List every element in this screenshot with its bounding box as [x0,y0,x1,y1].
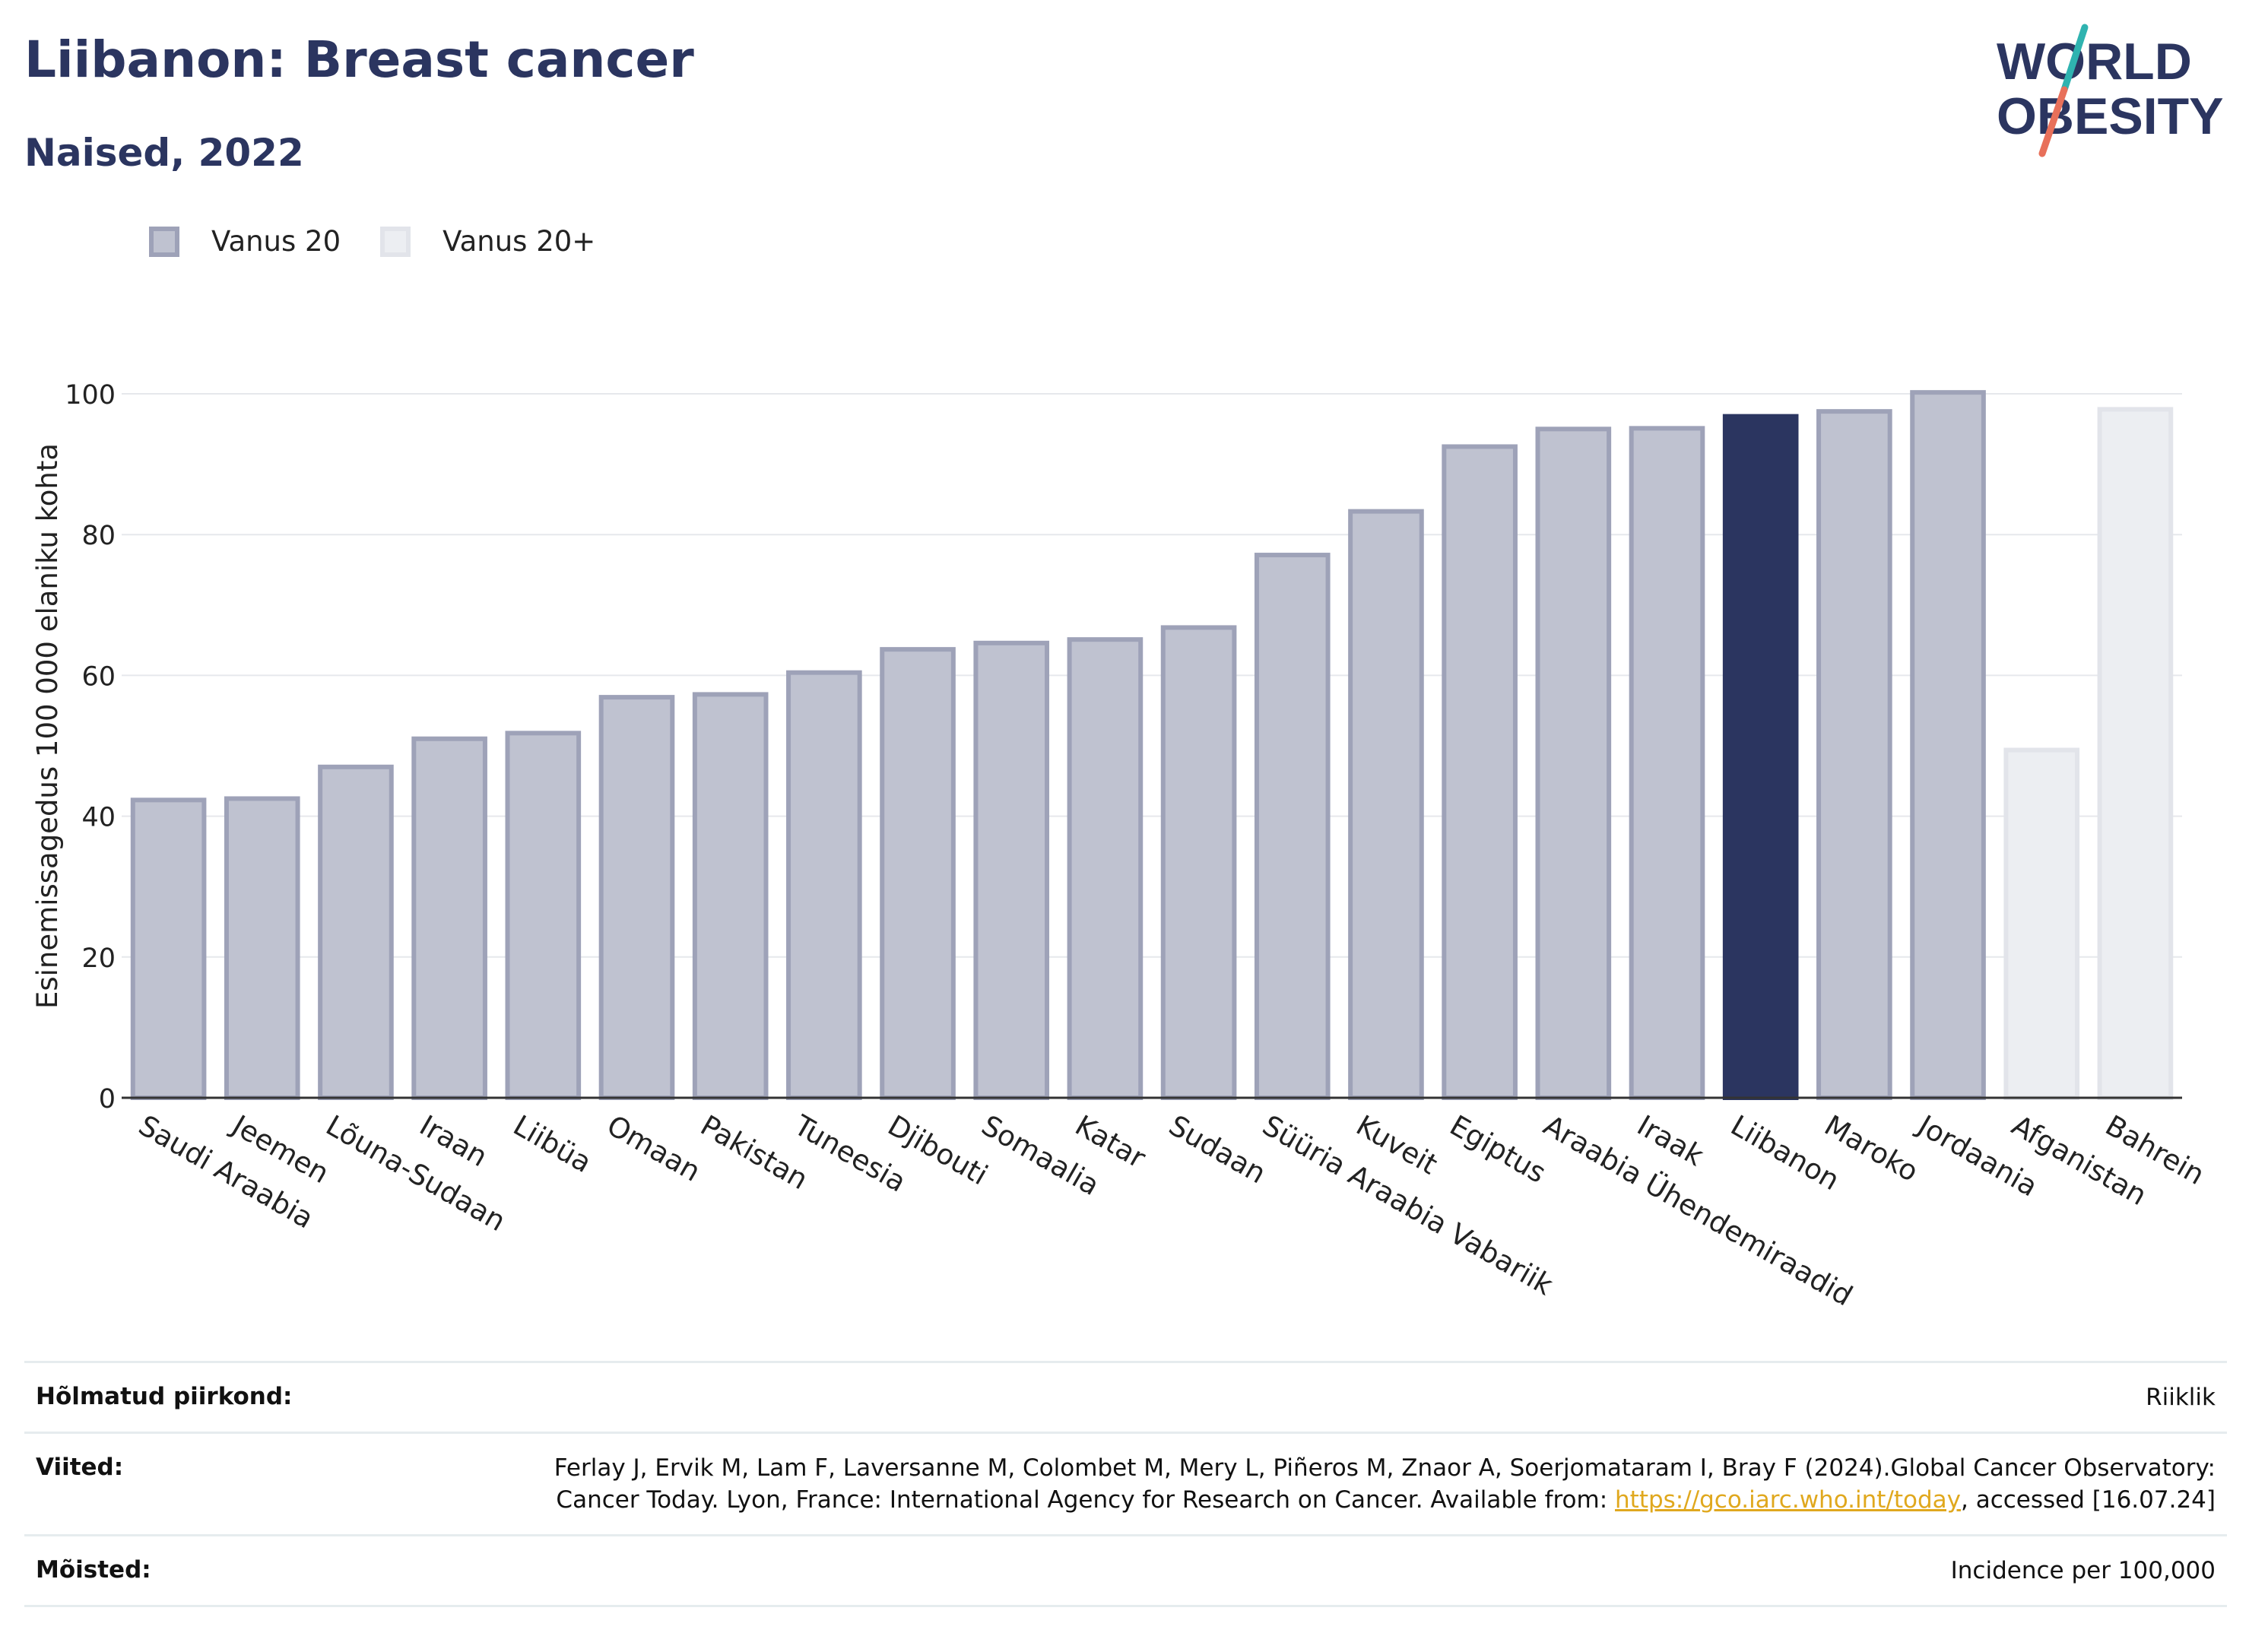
bar[interactable] [1722,414,1799,1100]
chart-title: Liibanon: Breast cancer [24,30,694,89]
y-axis-title: Esinemissagedus 100 000 elaniku kohta [31,443,64,1009]
x-tick-label: Omaan [601,1109,706,1188]
footer-table: Hõlmatud piirkond: Riiklik Viited: Ferla… [24,1361,2227,1607]
footer-value-coverage: Riiklik [2146,1384,2216,1411]
logo-text-world: WORLD [1997,33,2192,90]
y-tick-label: 60 [81,661,116,692]
footer-value-references: Ferlay J, Ervik M, Lam F, Laversanne M, … [467,1452,2216,1516]
bar[interactable] [224,796,300,1100]
chart-legend: Vanus 20 Vanus 20+ [149,225,635,258]
legend-item-vanus-20-plus[interactable]: Vanus 20+ [380,225,595,258]
bar[interactable] [411,736,487,1100]
y-tick-label: 40 [81,803,116,833]
y-axis-ticks: 0 20 40 60 80 100 [65,380,116,1115]
bar[interactable] [130,797,207,1100]
bar[interactable] [1442,444,1518,1100]
footer-label-references: Viited: [36,1454,124,1481]
y-tick-label: 20 [81,943,116,974]
bar[interactable] [598,695,675,1100]
footer-label-definitions: Mõisted: [36,1556,151,1584]
legend-swatch-vanus-20 [149,226,179,257]
reference-text: Ferlay J, Ervik M, Lam F, Laversanne M, … [554,1454,2216,1514]
bars [130,390,2174,1101]
logo-slash-teal [2060,24,2089,94]
footer-row-references: Viited: Ferlay J, Ervik M, Lam F, Lavers… [24,1432,2227,1534]
footer-row-definitions: Mõisted: Incidence per 100,000 [24,1534,2227,1607]
bar[interactable] [786,670,862,1100]
bar[interactable] [1629,426,1705,1100]
bar[interactable] [1160,625,1237,1100]
x-tick-label: Sudaan [1163,1109,1271,1191]
legend-swatch-vanus-20-plus [380,226,411,257]
bar[interactable] [318,764,394,1101]
bar[interactable] [1816,409,1892,1100]
legend-label-vanus-20: Vanus 20 [211,225,341,258]
reference-link[interactable]: https://gco.iarc.who.int/today [1615,1486,1961,1514]
chart-subtitle: Naised, 2022 [24,131,304,175]
y-tick-label: 80 [81,521,116,551]
bar[interactable] [505,731,582,1100]
logo-text-obesity: OBESITY [1997,87,2224,145]
bar[interactable] [1067,637,1144,1100]
footer-label-coverage: Hõlmatud piirkond: [36,1383,293,1410]
logo-slash-coral [2038,86,2068,157]
bar[interactable] [2097,407,2174,1100]
x-tick-label: Liibüa [508,1109,597,1180]
y-tick-label: 0 [99,1084,116,1115]
bar-chart: 0 20 40 60 80 100 Saudi AraabiaJeemenLõuna-Su… [31,380,2210,1313]
bar[interactable] [2003,747,2080,1101]
footer-value-definitions: Incidence per 100,000 [1950,1557,2216,1584]
x-tick-label: Lõuna-Sudaan [320,1109,511,1238]
world-obesity-logo: WORLD OBESITY [1997,24,2224,157]
bar[interactable] [1254,553,1331,1100]
x-tick-label: Egiptus [1445,1109,1552,1190]
bar[interactable] [973,640,1050,1100]
y-tick-label: 100 [65,380,116,411]
bar[interactable] [880,647,956,1100]
reference-accessed: , accessed [16.07.24] [1960,1486,2216,1514]
x-tick-label: Pakistan [695,1109,814,1197]
bar[interactable] [692,692,769,1100]
bar[interactable] [1535,426,1612,1100]
legend-label-vanus-20-plus: Vanus 20+ [443,225,596,258]
legend-item-vanus-20[interactable]: Vanus 20 [149,225,341,258]
bar[interactable] [1348,509,1424,1100]
bar[interactable] [1910,390,1986,1100]
footer-row-coverage: Hõlmatud piirkond: Riiklik [24,1361,2227,1432]
